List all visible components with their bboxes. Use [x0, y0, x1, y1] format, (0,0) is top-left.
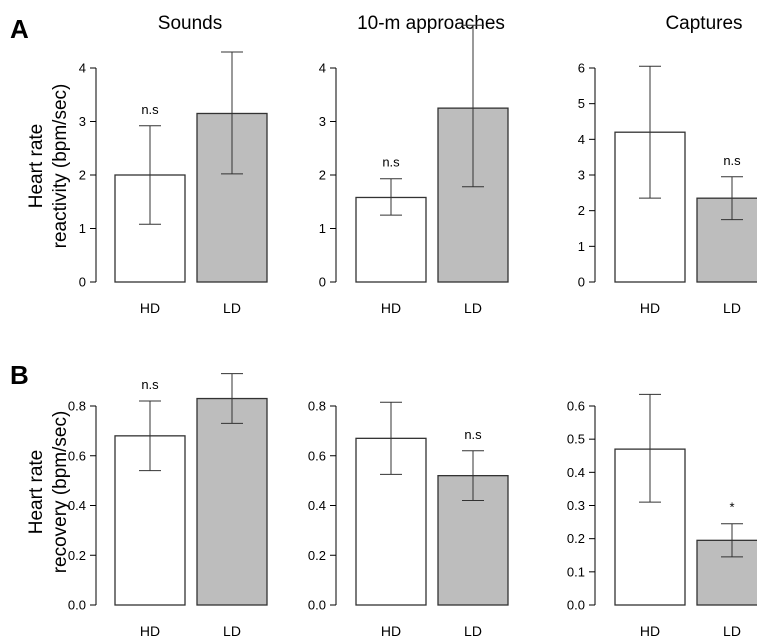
chart-panel: 0 1 2 3 4 HD n.s LD	[79, 51, 268, 316]
y-tick-label: 0	[319, 275, 326, 290]
category-label-hd: HD	[381, 623, 401, 639]
chart-panel: 0.0 0.1 0.2 0.3 0.4 0.5 0.6 HD LD *	[567, 393, 757, 639]
significance-label: n.s	[723, 153, 741, 168]
y-tick-label: 4	[578, 132, 585, 147]
y-axis-label-reactivity: Heart rate reactivity (bpm/sec)	[26, 84, 71, 249]
column-title-sounds: Sounds	[158, 13, 222, 34]
significance-label: n.s	[464, 427, 482, 442]
y-tick-label: 6	[578, 61, 585, 76]
significance-label: *	[729, 500, 734, 515]
y-tick-label: 5	[578, 96, 585, 111]
y-tick-label: 2	[319, 168, 326, 183]
significance-label: n.s	[382, 155, 400, 170]
y-tick-label: 0.2	[308, 548, 326, 563]
y-tick-label: 3	[319, 114, 326, 129]
significance-label: n.s	[141, 377, 159, 392]
column-title-captures: Captures	[665, 13, 742, 34]
category-label-hd: HD	[140, 623, 160, 639]
y-tick-label: 1	[578, 239, 585, 254]
y-tick-label: 0.8	[68, 399, 86, 414]
category-label-ld: LD	[464, 623, 482, 639]
y-tick-label: 0.6	[68, 448, 86, 463]
y-axis-label-recovery-line2: recovery (bpm/sec)	[50, 411, 71, 574]
y-tick-label: 0.4	[567, 465, 585, 480]
chart-panel: 0 1 2 3 4 5 6 HD LD n.s	[578, 61, 757, 316]
panel-label-a: A	[10, 14, 29, 44]
chart-panel: 0 1 2 3 4 HD n.s LD	[319, 24, 509, 316]
y-tick-label: 1	[79, 221, 86, 236]
category-label-ld: LD	[723, 300, 741, 316]
y-tick-label: 0	[578, 275, 585, 290]
significance-label: n.s	[141, 102, 159, 117]
y-tick-label: 0.0	[308, 598, 326, 613]
y-tick-label: 4	[319, 61, 326, 76]
y-tick-label: 0.3	[567, 498, 585, 513]
y-tick-label: 0.2	[567, 531, 585, 546]
y-tick-label: 1	[319, 221, 326, 236]
y-tick-label: 2	[578, 203, 585, 218]
category-label-hd: HD	[140, 300, 160, 316]
y-tick-label: 3	[578, 168, 585, 183]
y-tick-label: 0.0	[68, 598, 86, 613]
y-tick-label: 0.8	[308, 399, 326, 414]
bar-ld	[696, 197, 757, 283]
y-axis-label-recovery: Heart rate recovery (bpm/sec)	[26, 411, 71, 574]
bar-ld	[696, 539, 757, 606]
y-axis-label-recovery-line1: Heart rate	[26, 450, 47, 534]
y-tick-label: 0.2	[68, 548, 86, 563]
y-axis-label-reactivity-line1: Heart rate	[26, 124, 47, 208]
chart-panel: 0.0 0.2 0.4 0.6 0.8 HD LD n.s	[308, 399, 509, 639]
y-tick-label: 3	[79, 114, 86, 129]
category-label-ld: LD	[464, 300, 482, 316]
y-tick-label: 0.6	[308, 448, 326, 463]
category-label-ld: LD	[223, 300, 241, 316]
category-label-ld: LD	[723, 623, 741, 639]
category-label-ld: LD	[223, 623, 241, 639]
category-label-hd: HD	[381, 300, 401, 316]
y-tick-label: 0	[79, 275, 86, 290]
category-label-hd: HD	[640, 300, 660, 316]
y-tick-label: 0.0	[567, 598, 585, 613]
y-axis-label-reactivity-line2: reactivity (bpm/sec)	[50, 84, 71, 249]
panel-label-b: B	[10, 360, 29, 390]
chart-panel: 0.0 0.2 0.4 0.6 0.8 HD n.s LD	[68, 373, 268, 639]
y-tick-label: 4	[79, 61, 86, 76]
category-label-hd: HD	[640, 623, 660, 639]
y-tick-label: 0.1	[567, 564, 585, 579]
column-title-approaches: 10-m approaches	[357, 13, 505, 34]
y-tick-label: 0.6	[567, 399, 585, 414]
bar-ld	[196, 397, 268, 606]
y-tick-label: 0.5	[567, 432, 585, 447]
y-tick-label: 0.4	[308, 498, 326, 513]
y-tick-label: 2	[79, 168, 86, 183]
y-tick-label: 0.4	[68, 498, 86, 513]
